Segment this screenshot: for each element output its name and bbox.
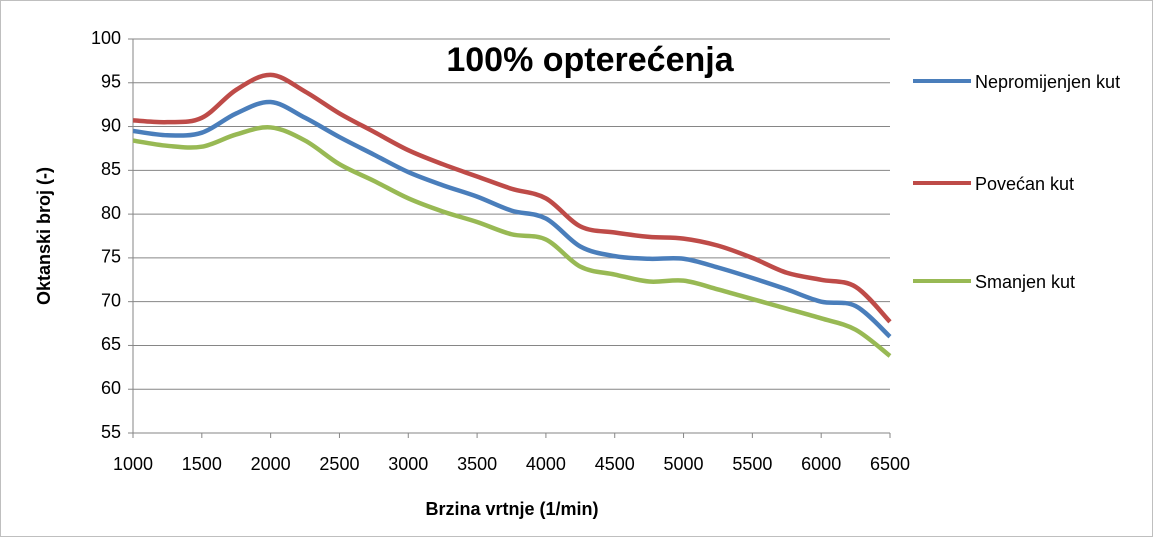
legend-swatch	[913, 79, 971, 83]
x-tick-label: 6500	[870, 454, 910, 474]
y-tick-label: 70	[101, 290, 121, 310]
y-tick-label: 65	[101, 334, 121, 354]
chart-title: 100% opterećenja	[446, 41, 734, 79]
y-tick-label: 80	[101, 203, 121, 223]
legend-label: Povećan kut	[975, 174, 1075, 194]
x-tick-label: 4500	[595, 454, 635, 474]
legend-swatch	[913, 181, 971, 185]
x-tick-label: 3500	[457, 454, 497, 474]
legend-label: Nepromijenjen kut	[975, 72, 1121, 92]
x-tick-label: 2500	[319, 454, 359, 474]
y-tick-label: 85	[101, 159, 121, 179]
y-tick-label: 60	[101, 378, 121, 398]
y-tick-label: 95	[101, 72, 121, 92]
y-tick-label: 55	[101, 422, 121, 442]
x-tick-label: 5000	[664, 454, 704, 474]
x-tick-label: 5500	[732, 454, 772, 474]
line-series	[132, 125, 892, 358]
x-tick-label: 3000	[388, 454, 428, 474]
legend-swatch	[913, 279, 971, 283]
x-tick-label: 6000	[801, 454, 841, 474]
x-tick-label: 4000	[526, 454, 566, 474]
legend-label: Smanjen kut	[975, 272, 1076, 292]
x-tick-label: 1000	[113, 454, 153, 474]
line-series	[132, 99, 892, 339]
x-tick-label: 1500	[182, 454, 222, 474]
x-axis-title: Brzina vrtnje (1/min)	[425, 499, 598, 519]
y-tick-label: 75	[101, 247, 121, 267]
y-tick-label: 90	[101, 115, 121, 135]
line-series	[132, 72, 892, 324]
y-tick-label: 100	[91, 28, 121, 48]
x-tick-label: 2000	[251, 454, 291, 474]
y-axis-title: Oktanski broj (-)	[34, 167, 54, 305]
